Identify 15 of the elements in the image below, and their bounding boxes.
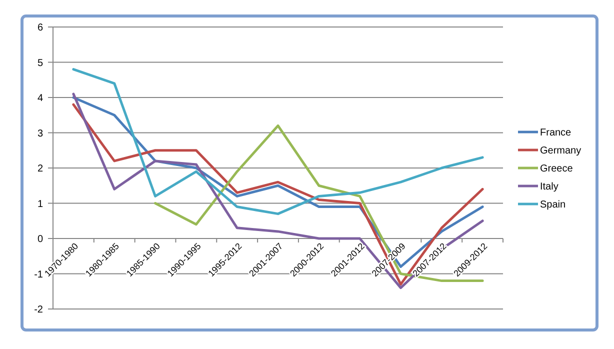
y-tick-label: 5 <box>37 58 44 69</box>
y-tick-label: 3 <box>37 128 44 140</box>
legend-label: Greece <box>540 164 574 174</box>
y-tick-label: 2 <box>37 164 44 174</box>
legend-label: Germany <box>540 146 582 156</box>
legend-label: Spain <box>540 200 566 210</box>
legend-label: Italy <box>540 182 558 192</box>
y-tick-label: 6 <box>37 22 44 34</box>
y-tick-label: -2 <box>34 304 44 316</box>
y-tick-label: 1 <box>37 198 44 210</box>
line-series <box>72 68 484 216</box>
legend-label: France <box>540 128 572 138</box>
y-tick-label: -1 <box>34 269 44 280</box>
y-tick-label: 4 <box>37 93 44 104</box>
y-tick-label: 0 <box>37 234 44 245</box>
